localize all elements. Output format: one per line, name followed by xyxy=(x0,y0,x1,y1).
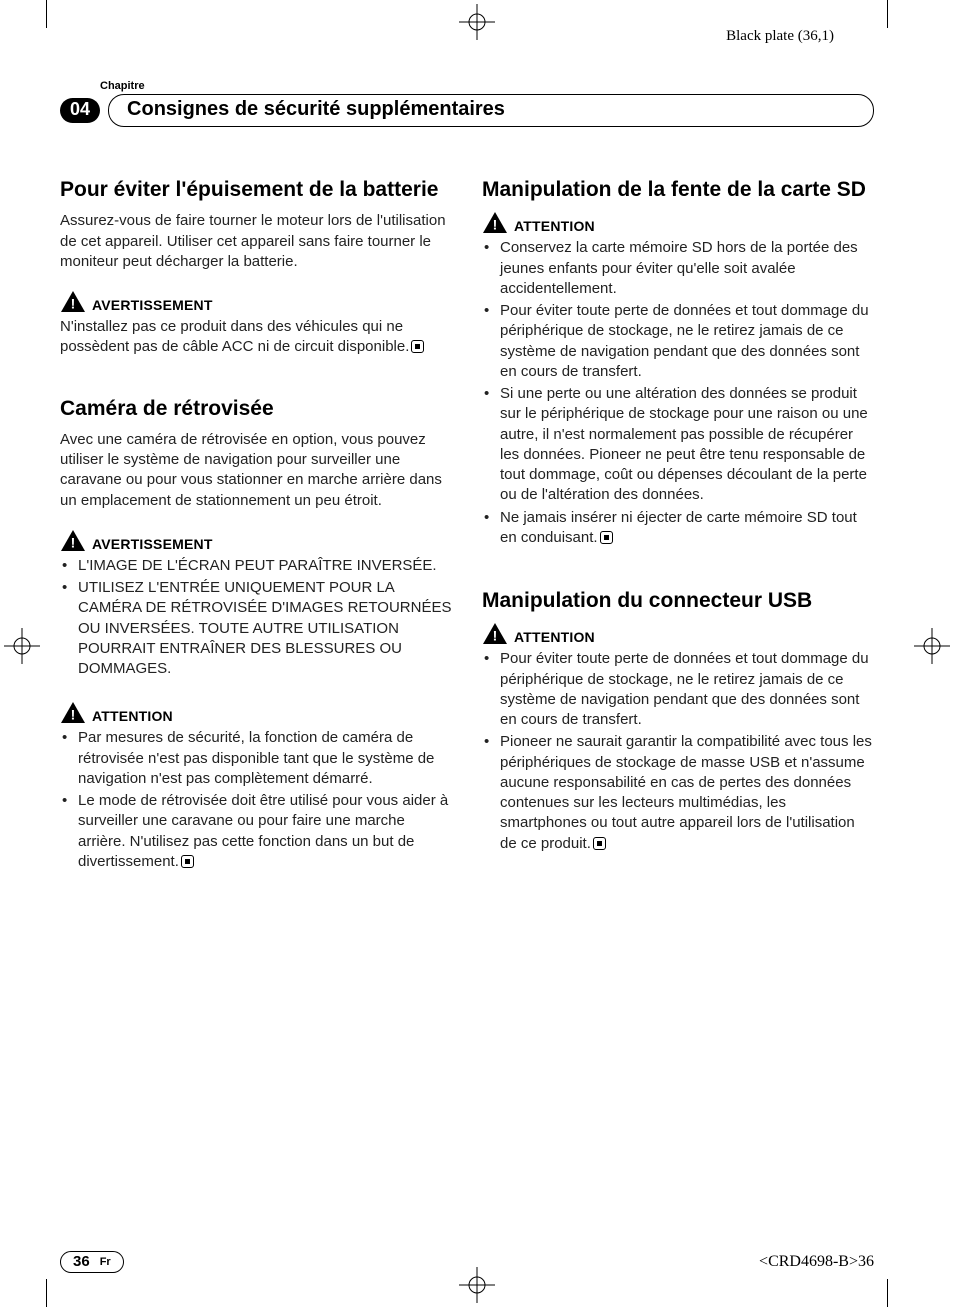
crop-mark xyxy=(887,0,888,28)
warning-icon: ! xyxy=(482,622,508,645)
list-item: Si une perte ou une altération des donné… xyxy=(482,384,874,506)
section-heading: Manipulation de la fente de la carte SD xyxy=(482,177,874,203)
chapter-label: Chapitre xyxy=(100,80,874,92)
crop-mark xyxy=(887,1279,888,1307)
attention-list: Conservez la carte mémoire SD hors de la… xyxy=(482,238,874,548)
page-language: Fr xyxy=(100,1256,111,1268)
attention-label: ATTENTION xyxy=(514,218,595,234)
attention-heading: ! ATTENTION xyxy=(482,211,874,234)
svg-text:!: ! xyxy=(493,628,498,644)
end-mark-icon xyxy=(593,837,606,850)
section-heading: Caméra de rétrovisée xyxy=(60,396,452,422)
warning-label: AVERTISSEMENT xyxy=(92,297,213,313)
list-item: Pour éviter toute perte de données et to… xyxy=(482,301,874,382)
warning-heading: ! AVERTISSEMENT xyxy=(60,290,452,313)
registration-mark-icon xyxy=(459,4,495,40)
end-mark-icon xyxy=(411,340,424,353)
warning-heading: ! AVERTISSEMENT xyxy=(60,529,452,552)
chapter-number-badge: 04 xyxy=(60,98,100,123)
left-column: Pour éviter l'épuisement de la batterie … xyxy=(60,177,452,874)
right-column: Manipulation de la fente de la carte SD … xyxy=(482,177,874,874)
warning-icon: ! xyxy=(482,211,508,234)
registration-mark-icon xyxy=(4,628,40,664)
attention-heading: ! ATTENTION xyxy=(60,701,452,724)
list-item: Ne jamais insérer ni éjecter de carte mé… xyxy=(482,508,874,549)
attention-list: Pour éviter toute perte de données et to… xyxy=(482,649,874,854)
plate-label: Black plate (36,1) xyxy=(726,28,834,45)
warning-label: AVERTISSEMENT xyxy=(92,536,213,552)
attention-heading: ! ATTENTION xyxy=(482,622,874,645)
warning-body: N'installez pas ce produit dans des véhi… xyxy=(60,317,452,358)
page-footer: 36 Fr <CRD4698-B>36 xyxy=(60,1251,874,1273)
page-number: 36 xyxy=(73,1253,90,1270)
body-text: Avec une caméra de rétrovisée en option,… xyxy=(60,430,452,511)
svg-text:!: ! xyxy=(71,296,76,312)
svg-text:!: ! xyxy=(71,707,76,723)
warning-icon: ! xyxy=(60,529,86,552)
list-item: Conservez la carte mémoire SD hors de la… xyxy=(482,238,874,299)
attention-label: ATTENTION xyxy=(92,708,173,724)
chapter-title: Consignes de sécurité supplémentaires xyxy=(108,94,874,127)
list-item: L'IMAGE DE L'ÉCRAN PEUT PARAÎTRE INVERSÉ… xyxy=(60,556,452,576)
section-heading: Manipulation du connecteur USB xyxy=(482,588,874,614)
chapter-bar: 04 Consignes de sécurité supplémentaires xyxy=(60,94,874,127)
list-item: UTILISEZ L'ENTRÉE UNIQUEMENT POUR LA CAM… xyxy=(60,578,452,679)
warning-list: L'IMAGE DE L'ÉCRAN PEUT PARAÎTRE INVERSÉ… xyxy=(60,556,452,680)
list-item: Pour éviter toute perte de données et to… xyxy=(482,649,874,730)
section-heading: Pour éviter l'épuisement de la batterie xyxy=(60,177,452,203)
warning-icon: ! xyxy=(60,290,86,313)
svg-text:!: ! xyxy=(71,534,76,550)
svg-text:!: ! xyxy=(493,217,498,233)
end-mark-icon xyxy=(600,531,613,544)
page-number-badge: 36 Fr xyxy=(60,1251,124,1273)
end-mark-icon xyxy=(181,855,194,868)
document-reference: <CRD4698-B>36 xyxy=(759,1253,874,1271)
body-text: Assurez-vous de faire tourner le moteur … xyxy=(60,211,452,272)
list-item: Pioneer ne saurait garantir la compatibi… xyxy=(482,732,874,854)
list-item: Par mesures de sécurité, la fonction de … xyxy=(60,728,452,789)
page-content: Chapitre 04 Consignes de sécurité supplé… xyxy=(60,80,874,1247)
attention-label: ATTENTION xyxy=(514,629,595,645)
registration-mark-icon xyxy=(914,628,950,664)
list-item: Le mode de rétrovisée doit être utilisé … xyxy=(60,791,452,872)
warning-icon: ! xyxy=(60,701,86,724)
attention-list: Par mesures de sécurité, la fonction de … xyxy=(60,728,452,872)
